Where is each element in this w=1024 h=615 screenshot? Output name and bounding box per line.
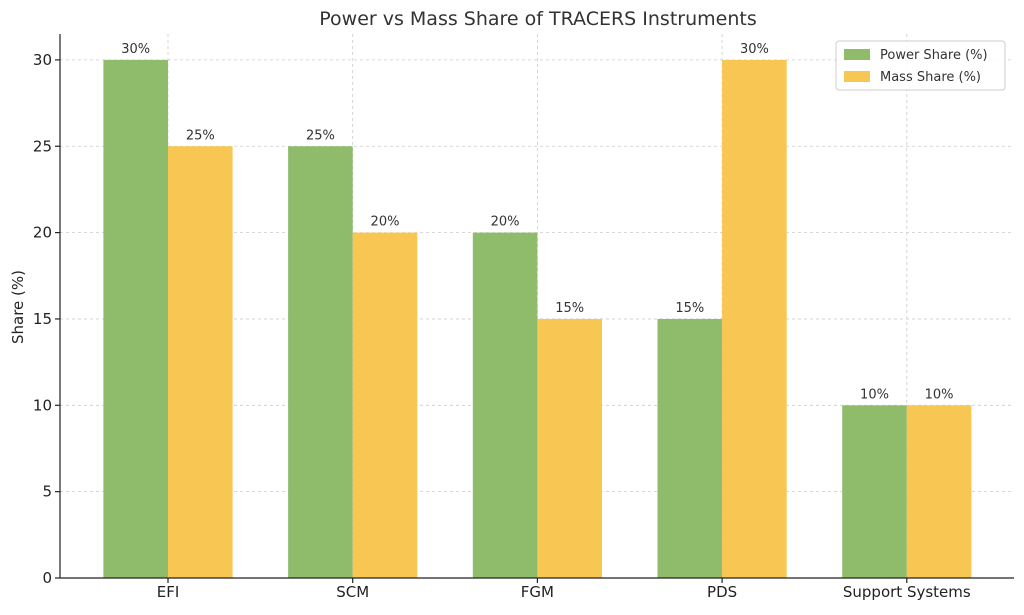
data-label: 15% [675,301,704,316]
x-tick-label: Support Systems [843,583,971,601]
legend-label: Power Share (%) [880,48,988,63]
y-tick-label: 25 [33,137,52,155]
legend-swatch [844,71,870,82]
tick-labels: 0 5 10 15 20 25 30 EFI SCM FGM PDS Support Systems [33,51,971,601]
bar-mass [722,59,787,578]
bar-power [288,146,353,578]
x-tick-label: SCM [336,583,369,601]
bar-mass [352,232,418,578]
bar-power [472,232,538,578]
data-label: 20% [491,215,520,230]
legend-label: Mass Share (%) [880,70,981,85]
y-tick-label: 10 [33,396,52,414]
y-axis-label: Share (%) [9,270,27,344]
y-tick-label: 5 [42,483,52,501]
y-tick-label: 0 [42,569,52,587]
bar-mass [906,405,972,578]
legend: Power Share (%) Mass Share (%) [835,40,1006,91]
data-label: 25% [186,128,215,143]
data-label: 30% [121,42,150,57]
data-label: 10% [860,387,889,402]
x-tick-label: PDS [707,583,737,601]
bar-power [103,59,168,578]
y-tick-label: 20 [33,224,52,242]
bar-power [657,318,723,578]
bar-power [842,405,907,578]
data-labels: 30% 25% 25% 20% 20% 15% 15% 30% 10% 10% [121,42,953,402]
data-label: 30% [740,42,769,57]
chart-title: Power vs Mass Share of TRACERS Instrumen… [319,8,756,30]
x-tick-label: FGM [521,583,554,601]
legend-swatch [844,49,870,60]
bars [103,59,972,578]
bar-mass [168,146,233,578]
x-tick-label: EFI [157,583,180,601]
y-tick-label: 30 [33,51,52,69]
data-label: 15% [555,301,584,316]
bar-mass [537,318,602,578]
data-label: 20% [371,215,400,230]
data-label: 10% [925,387,954,402]
data-label: 25% [306,128,335,143]
y-tick-label: 15 [33,310,52,328]
axes [55,34,1014,583]
legend-box [835,40,1006,91]
